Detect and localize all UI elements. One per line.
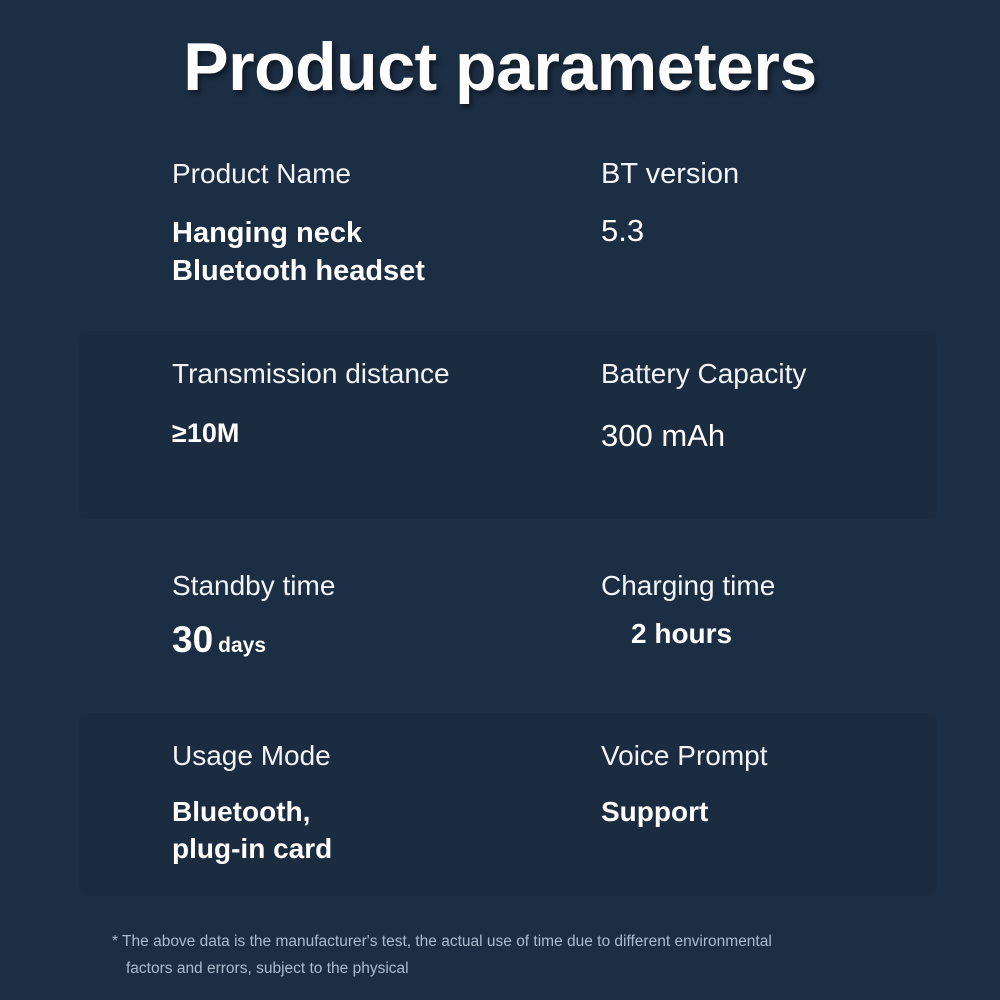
spec-value: 2 hours: [631, 616, 981, 653]
spec-label: Voice Prompt: [601, 740, 768, 771]
spec-value: ≥10M: [172, 416, 592, 452]
spec-value-line: plug-in card: [172, 833, 333, 865]
spec-value-line: Bluetooth headset: [172, 255, 425, 288]
spec-cell-product-name: Product Name Hanging neck Bluetooth head…: [172, 158, 592, 291]
spec-value: Support: [601, 794, 981, 831]
spec-cell-charging-time: Charging time 2 hours: [601, 570, 981, 653]
spec-label: Transmission distance: [172, 358, 450, 389]
footnote: * The above data is the manufacturer's t…: [112, 928, 902, 982]
spec-value-line: Bluetooth,: [172, 796, 311, 828]
spec-value: Bluetooth, plug-in card: [172, 794, 592, 868]
spec-cell-transmission-distance: Transmission distance ≥10M: [172, 358, 592, 452]
spec-value: 300 mAh: [601, 416, 981, 457]
spec-value: Hanging neck Bluetooth headset: [172, 214, 592, 291]
spec-value-line: Hanging neck: [172, 217, 363, 250]
spec-value-line: 300 mAh: [601, 418, 726, 454]
spec-label: Usage Mode: [172, 740, 331, 771]
spec-label: Product Name: [172, 158, 351, 189]
footnote-line: * The above data is the manufacturer's t…: [112, 933, 772, 950]
spec-value: 30 days: [172, 616, 592, 665]
spec-cell-battery-capacity: Battery Capacity 300 mAh: [601, 358, 981, 457]
spec-cell-usage-mode: Usage Mode Bluetooth, plug-in card: [172, 740, 592, 868]
spec-cell-standby-time: Standby time 30 days: [172, 570, 592, 665]
spec-value-unit: days: [218, 634, 267, 658]
spec-value: 5.3: [601, 211, 981, 252]
spec-value-line: ≥10M: [172, 418, 240, 449]
spec-label: Standby time: [172, 570, 336, 601]
spec-value-line: Support: [601, 796, 709, 828]
spec-value-number: 30: [172, 619, 214, 661]
spec-cell-voice-prompt: Voice Prompt Support: [601, 740, 981, 831]
spec-label: BT version: [601, 158, 740, 190]
spec-value-line: 2 hours: [631, 618, 733, 650]
spec-value-line: 5.3: [601, 213, 645, 249]
row-band-2: [78, 330, 938, 520]
spec-label: Charging time: [601, 570, 776, 601]
spec-cell-bt-version: BT version 5.3: [601, 158, 981, 252]
footnote-line: factors and errors, subject to the physi…: [126, 960, 409, 978]
spec-label: Battery Capacity: [601, 358, 807, 389]
row-band-4: [78, 712, 938, 897]
page-title: Product parameters: [183, 29, 817, 105]
